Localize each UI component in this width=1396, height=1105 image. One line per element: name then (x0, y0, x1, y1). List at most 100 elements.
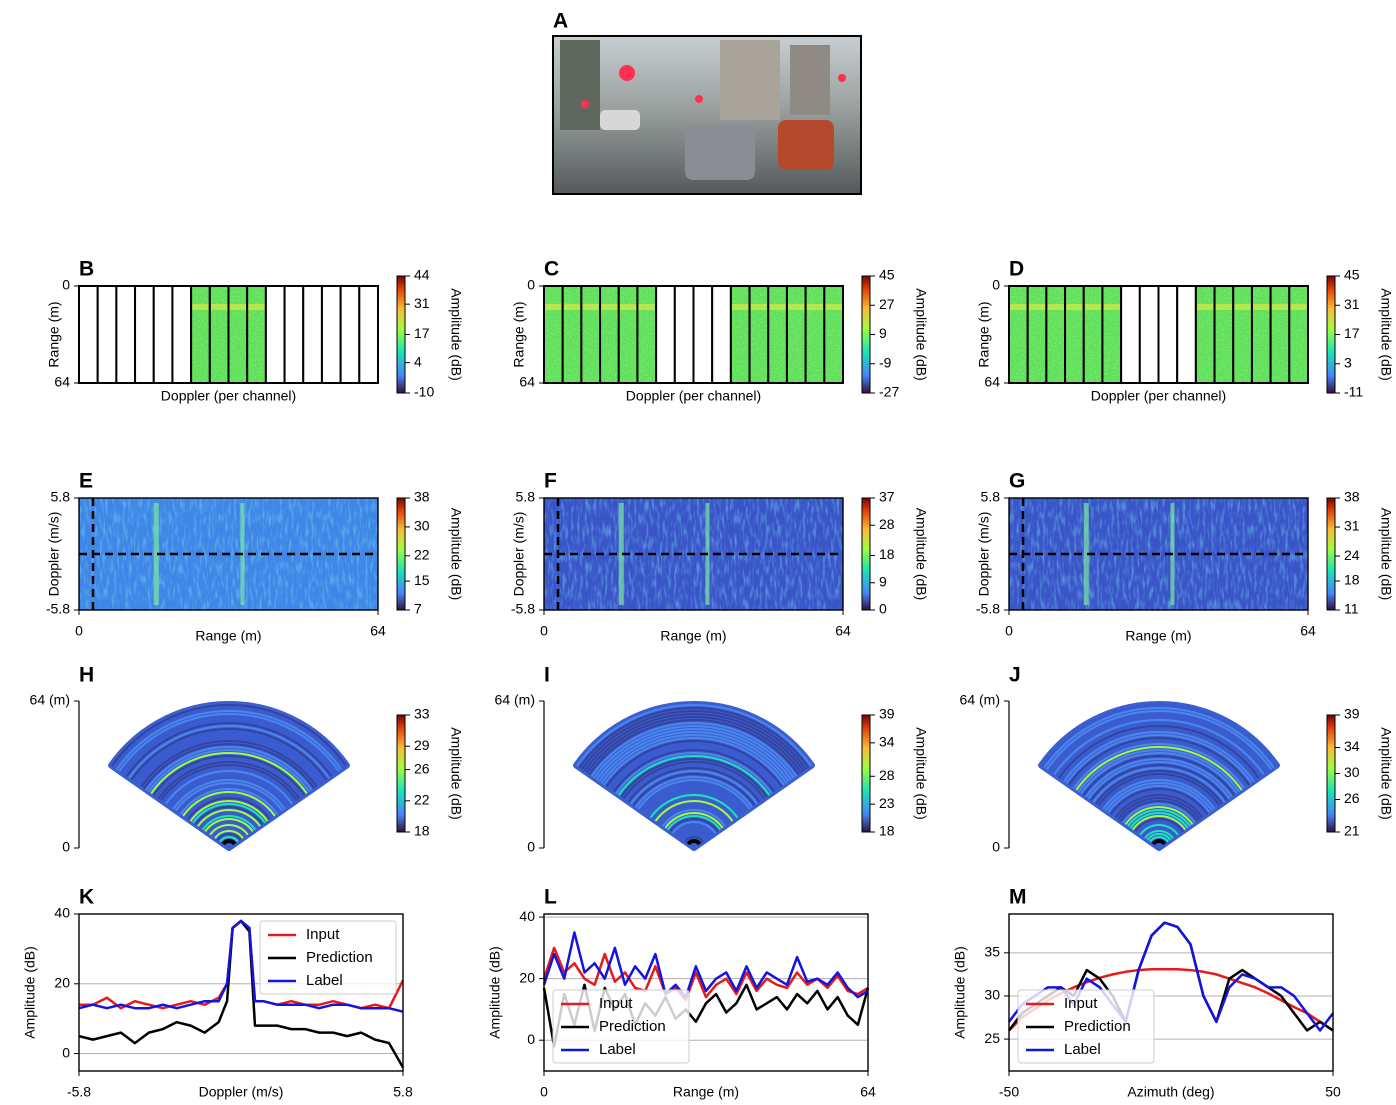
colorbar-tick-label: 0 (879, 601, 887, 617)
channel-noise (247, 286, 266, 383)
y-tick-label: 64 (984, 374, 1000, 390)
fan-ring (659, 806, 729, 826)
fan-ring (620, 758, 768, 798)
channel-noise (1083, 286, 1103, 383)
channel-band (1009, 304, 1028, 310)
channel-frame (1157, 285, 1179, 384)
fan-ring (118, 713, 340, 772)
fan-ring (1117, 797, 1201, 820)
channel-frame (339, 285, 361, 384)
colorbar-tick-label: 23 (879, 795, 895, 811)
channel-band (600, 304, 619, 310)
fan-ring (657, 803, 731, 824)
fan-ring (1045, 710, 1273, 770)
panel-label: G (1009, 470, 1025, 493)
channel-noise (209, 286, 229, 383)
channel-noise (1046, 286, 1066, 383)
channel-frame (673, 285, 695, 384)
channel-noise (730, 286, 750, 383)
series-line (542, 931, 869, 999)
fan-ring (204, 818, 254, 832)
channel-noise (786, 286, 806, 383)
channel-noise (1270, 286, 1290, 383)
fan-ring (607, 743, 781, 789)
axes-frame (543, 497, 844, 611)
origin-arc (686, 839, 702, 846)
colorbar-tick-label: -27 (879, 384, 899, 400)
channel-frame (302, 285, 323, 384)
y-tick-label: 0 (62, 839, 70, 855)
origin-arc (221, 839, 237, 846)
colorbar-tick-label: 15 (414, 572, 430, 588)
fan-ring (1144, 829, 1174, 839)
fan-ring (187, 797, 271, 820)
channel-band (768, 304, 787, 310)
panel-label: E (79, 470, 93, 493)
channel-frame (171, 285, 193, 384)
streak (1083, 503, 1089, 605)
colorbar-tick-label: 9 (879, 325, 887, 341)
colorbar-tick-label: 29 (414, 737, 430, 753)
fan-ring (135, 734, 323, 784)
channel-frame (1288, 285, 1309, 384)
colorbar (1326, 714, 1336, 833)
colorbar-tick-label: 26 (414, 760, 430, 776)
legend-label: Input (599, 995, 633, 1012)
colorbar-tick-label: 39 (879, 706, 895, 722)
panel-label: K (79, 886, 94, 909)
channel-band (730, 304, 750, 310)
fan-ring (130, 728, 328, 781)
fan-ring (622, 761, 766, 800)
x-tick-label: 0 (75, 623, 83, 639)
channel-noise (562, 286, 582, 383)
colorbar-tick-label: 7 (414, 601, 422, 617)
y-tick-label: -5.8 (46, 601, 70, 617)
fan-ring (1063, 731, 1255, 783)
x-axis-label: Doppler (per channel) (1091, 388, 1226, 404)
streak (153, 503, 159, 605)
fan-ring (1149, 836, 1169, 843)
x-axis-label: Doppler (per channel) (626, 388, 761, 404)
y-tick-label: 40 (54, 905, 70, 921)
fan-ring (174, 782, 284, 812)
fan-ring (152, 755, 306, 796)
channel-noise (544, 286, 563, 383)
legend-label: Input (306, 926, 340, 943)
fan-ring (219, 836, 239, 843)
colorbar-tick-label: 9 (879, 573, 887, 589)
fan-ring (1050, 716, 1268, 774)
channel-band (209, 304, 229, 310)
fan-ring (115, 710, 343, 770)
fan-ring (1124, 806, 1194, 826)
fan-ring (580, 710, 808, 770)
colorbar (861, 714, 871, 833)
colorbar-tick-label: 18 (879, 546, 895, 562)
y-tick-label: 20 (54, 974, 70, 990)
fan-ring (1043, 707, 1275, 769)
colorbar-tick-label: -11 (1344, 384, 1363, 400)
fan-ring (125, 722, 333, 777)
channel-noise (1102, 286, 1122, 383)
fan-ring (184, 794, 274, 819)
channel-frame (655, 285, 676, 384)
fan-ring (652, 797, 736, 820)
channel-noise (1233, 286, 1252, 383)
fan-ring (674, 824, 714, 836)
fan-ring (1085, 758, 1233, 798)
panel-label: I (544, 664, 550, 687)
fan-ring (1065, 734, 1253, 784)
channel-frame (1120, 285, 1141, 384)
channel-noise (637, 286, 657, 383)
fan-ring (182, 791, 276, 817)
y-tick-label: 40 (519, 908, 535, 924)
colorbar-tick-label: 30 (414, 518, 430, 534)
colorbar-tick-label: 22 (414, 547, 430, 563)
channel-band (637, 304, 657, 310)
fan-ring (1141, 827, 1177, 838)
fan-ring (1060, 727, 1258, 781)
channel-band (228, 304, 248, 310)
colorbar-tick-label: 44 (414, 267, 430, 283)
y-axis-label: Amplitude (dB) (487, 946, 503, 1039)
axes-frame (543, 913, 869, 1072)
channel-frame (115, 285, 137, 384)
